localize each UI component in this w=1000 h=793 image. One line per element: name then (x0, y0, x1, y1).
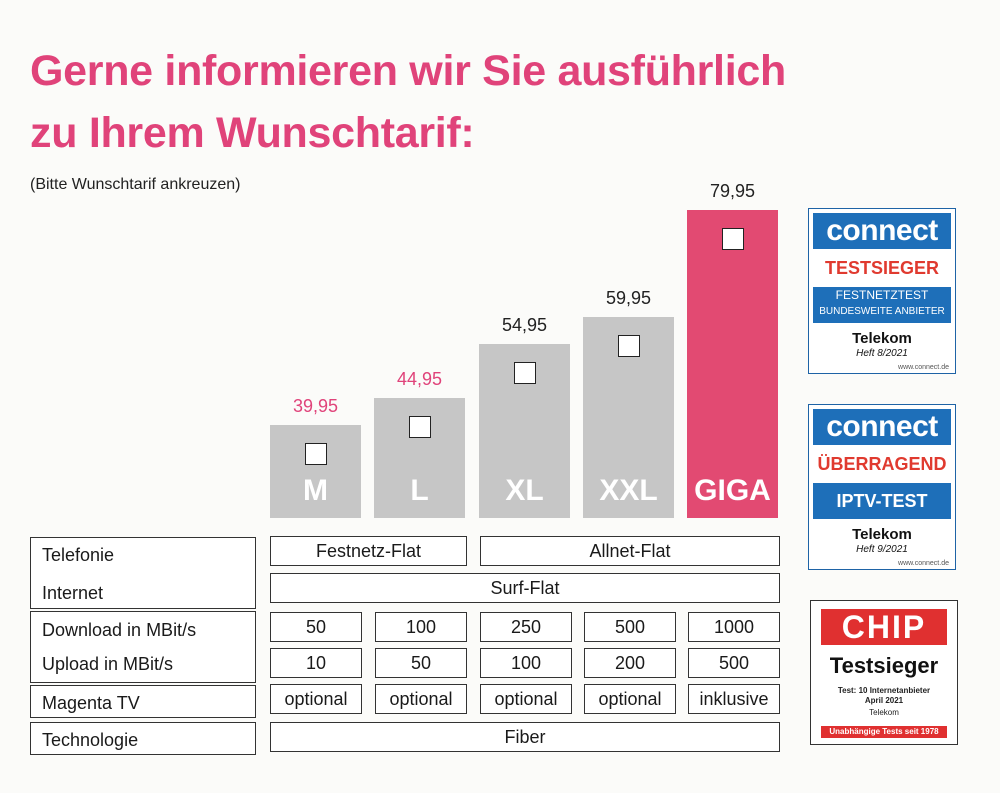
tariff-label-l: L (410, 474, 429, 507)
connect-award: TESTSIEGER (824, 258, 940, 278)
label-magenta-tv: Magenta TV (42, 693, 140, 713)
tariff-checkbox-giga[interactable] (721, 228, 744, 250)
tariff-price-xl: 54,95 (501, 315, 548, 335)
tariff-checkbox-xxl[interactable] (617, 335, 640, 357)
tariff-label-xl: XL (505, 474, 544, 507)
tariff-label-m: M (303, 474, 328, 507)
tariff-checkbox-l[interactable] (408, 416, 431, 438)
headline-line1: Gerne informieren wir Sie ausführlich (30, 47, 786, 95)
cell-tv-m: optional (270, 684, 362, 714)
cell-upload-m: 10 (270, 648, 362, 678)
tariff-checkbox-m[interactable] (304, 443, 327, 465)
cell-download-l: 100 (375, 612, 467, 642)
tariff-bar-xxl: XXL (583, 317, 674, 518)
connect-url: www.connect.de (898, 364, 949, 371)
label-upload: Upload in MBit/s (42, 654, 174, 674)
row-label-box-tel-internet (30, 537, 256, 609)
cell-internet: Surf-Flat (270, 573, 780, 603)
chip-test-line: Test: 10 Internetanbieter (837, 686, 931, 695)
headline-line2: zu Ihrem Wunschtarif: (30, 109, 475, 157)
connect-issue: Heft 8/2021 (856, 348, 908, 359)
cell-download-giga: 1000 (688, 612, 780, 642)
cell-technologie: Fiber (270, 722, 780, 752)
label-internet: Internet (42, 583, 104, 603)
tariff-bar-xl: XL (479, 344, 570, 518)
connect-award: ÜBERRAGEND (817, 454, 947, 474)
cell-telefonie-festnetz: Festnetz-Flat (270, 536, 467, 566)
chip-date: April 2021 (864, 696, 904, 705)
chip-brand: Telekom (869, 708, 899, 717)
connect-issue: Heft 9/2021 (856, 544, 908, 555)
connect-brand: Telekom (852, 330, 912, 347)
tariff-price-giga: 79,95 (709, 181, 756, 201)
connect-ueberragend-badge: connect ÜBERRAGEND IPTV-TEST Telekom Hef… (808, 404, 956, 570)
subtitle: (Bitte Wunschtarif ankreuzen) (30, 176, 241, 193)
label-technologie: Technologie (42, 730, 139, 750)
cell-tv-xl: optional (480, 684, 572, 714)
tariff-checkbox-xl[interactable] (513, 362, 536, 384)
cell-download-m: 50 (270, 612, 362, 642)
tariff-price-m: 39,95 (292, 396, 339, 416)
label-download: Download in MBit/s (42, 620, 197, 640)
connect-blue-band: FESTNETZTEST BUNDESWEITE ANBIETER (813, 287, 951, 323)
row-label-box-speed (30, 611, 256, 683)
chip-footer: Unabhängige Tests seit 1978 (821, 726, 947, 738)
row-label-box-tech (30, 722, 256, 755)
connect-line2: BUNDESWEITE ANBIETER (819, 306, 945, 317)
connect-url: www.connect.de (898, 560, 949, 567)
tariff-label-xxl: XXL (599, 474, 658, 507)
tariff-bar-m: M (270, 425, 361, 518)
cell-tv-l: optional (375, 684, 467, 714)
cell-upload-l: 50 (375, 648, 467, 678)
connect-brand: Telekom (852, 526, 912, 543)
connect-testsieger-badge: connect TESTSIEGER FESTNETZTEST BUNDESWE… (808, 208, 956, 374)
row-label-box-tv (30, 685, 256, 718)
connect-line1: FESTNETZTEST (835, 288, 929, 302)
tariff-price-l: 44,95 (396, 369, 443, 389)
cell-upload-xxl: 200 (584, 648, 676, 678)
cell-upload-giga: 500 (688, 648, 780, 678)
cell-upload-xl: 100 (480, 648, 572, 678)
label-telefonie: Telefonie (42, 545, 115, 565)
chip-logo: CHIP (821, 609, 947, 645)
cell-download-xl: 250 (480, 612, 572, 642)
cell-telefonie-allnet: Allnet-Flat (480, 536, 780, 566)
connect-line1: IPTV-TEST (813, 483, 951, 519)
connect-logo: connect (813, 409, 951, 445)
tariff-label-giga: GIGA (694, 474, 771, 507)
chip-testsieger-badge: CHIP Testsieger Test: 10 Internetanbiete… (810, 600, 958, 745)
chip-title: Testsieger (829, 653, 939, 678)
cell-download-xxl: 500 (584, 612, 676, 642)
cell-tv-xxl: optional (584, 684, 676, 714)
tariff-bar-l: L (374, 398, 465, 518)
connect-logo: connect (813, 213, 951, 249)
cell-tv-giga: inklusive (688, 684, 780, 714)
tariff-bar-giga: GIGA (687, 210, 778, 518)
tariff-price-xxl: 59,95 (605, 288, 652, 308)
